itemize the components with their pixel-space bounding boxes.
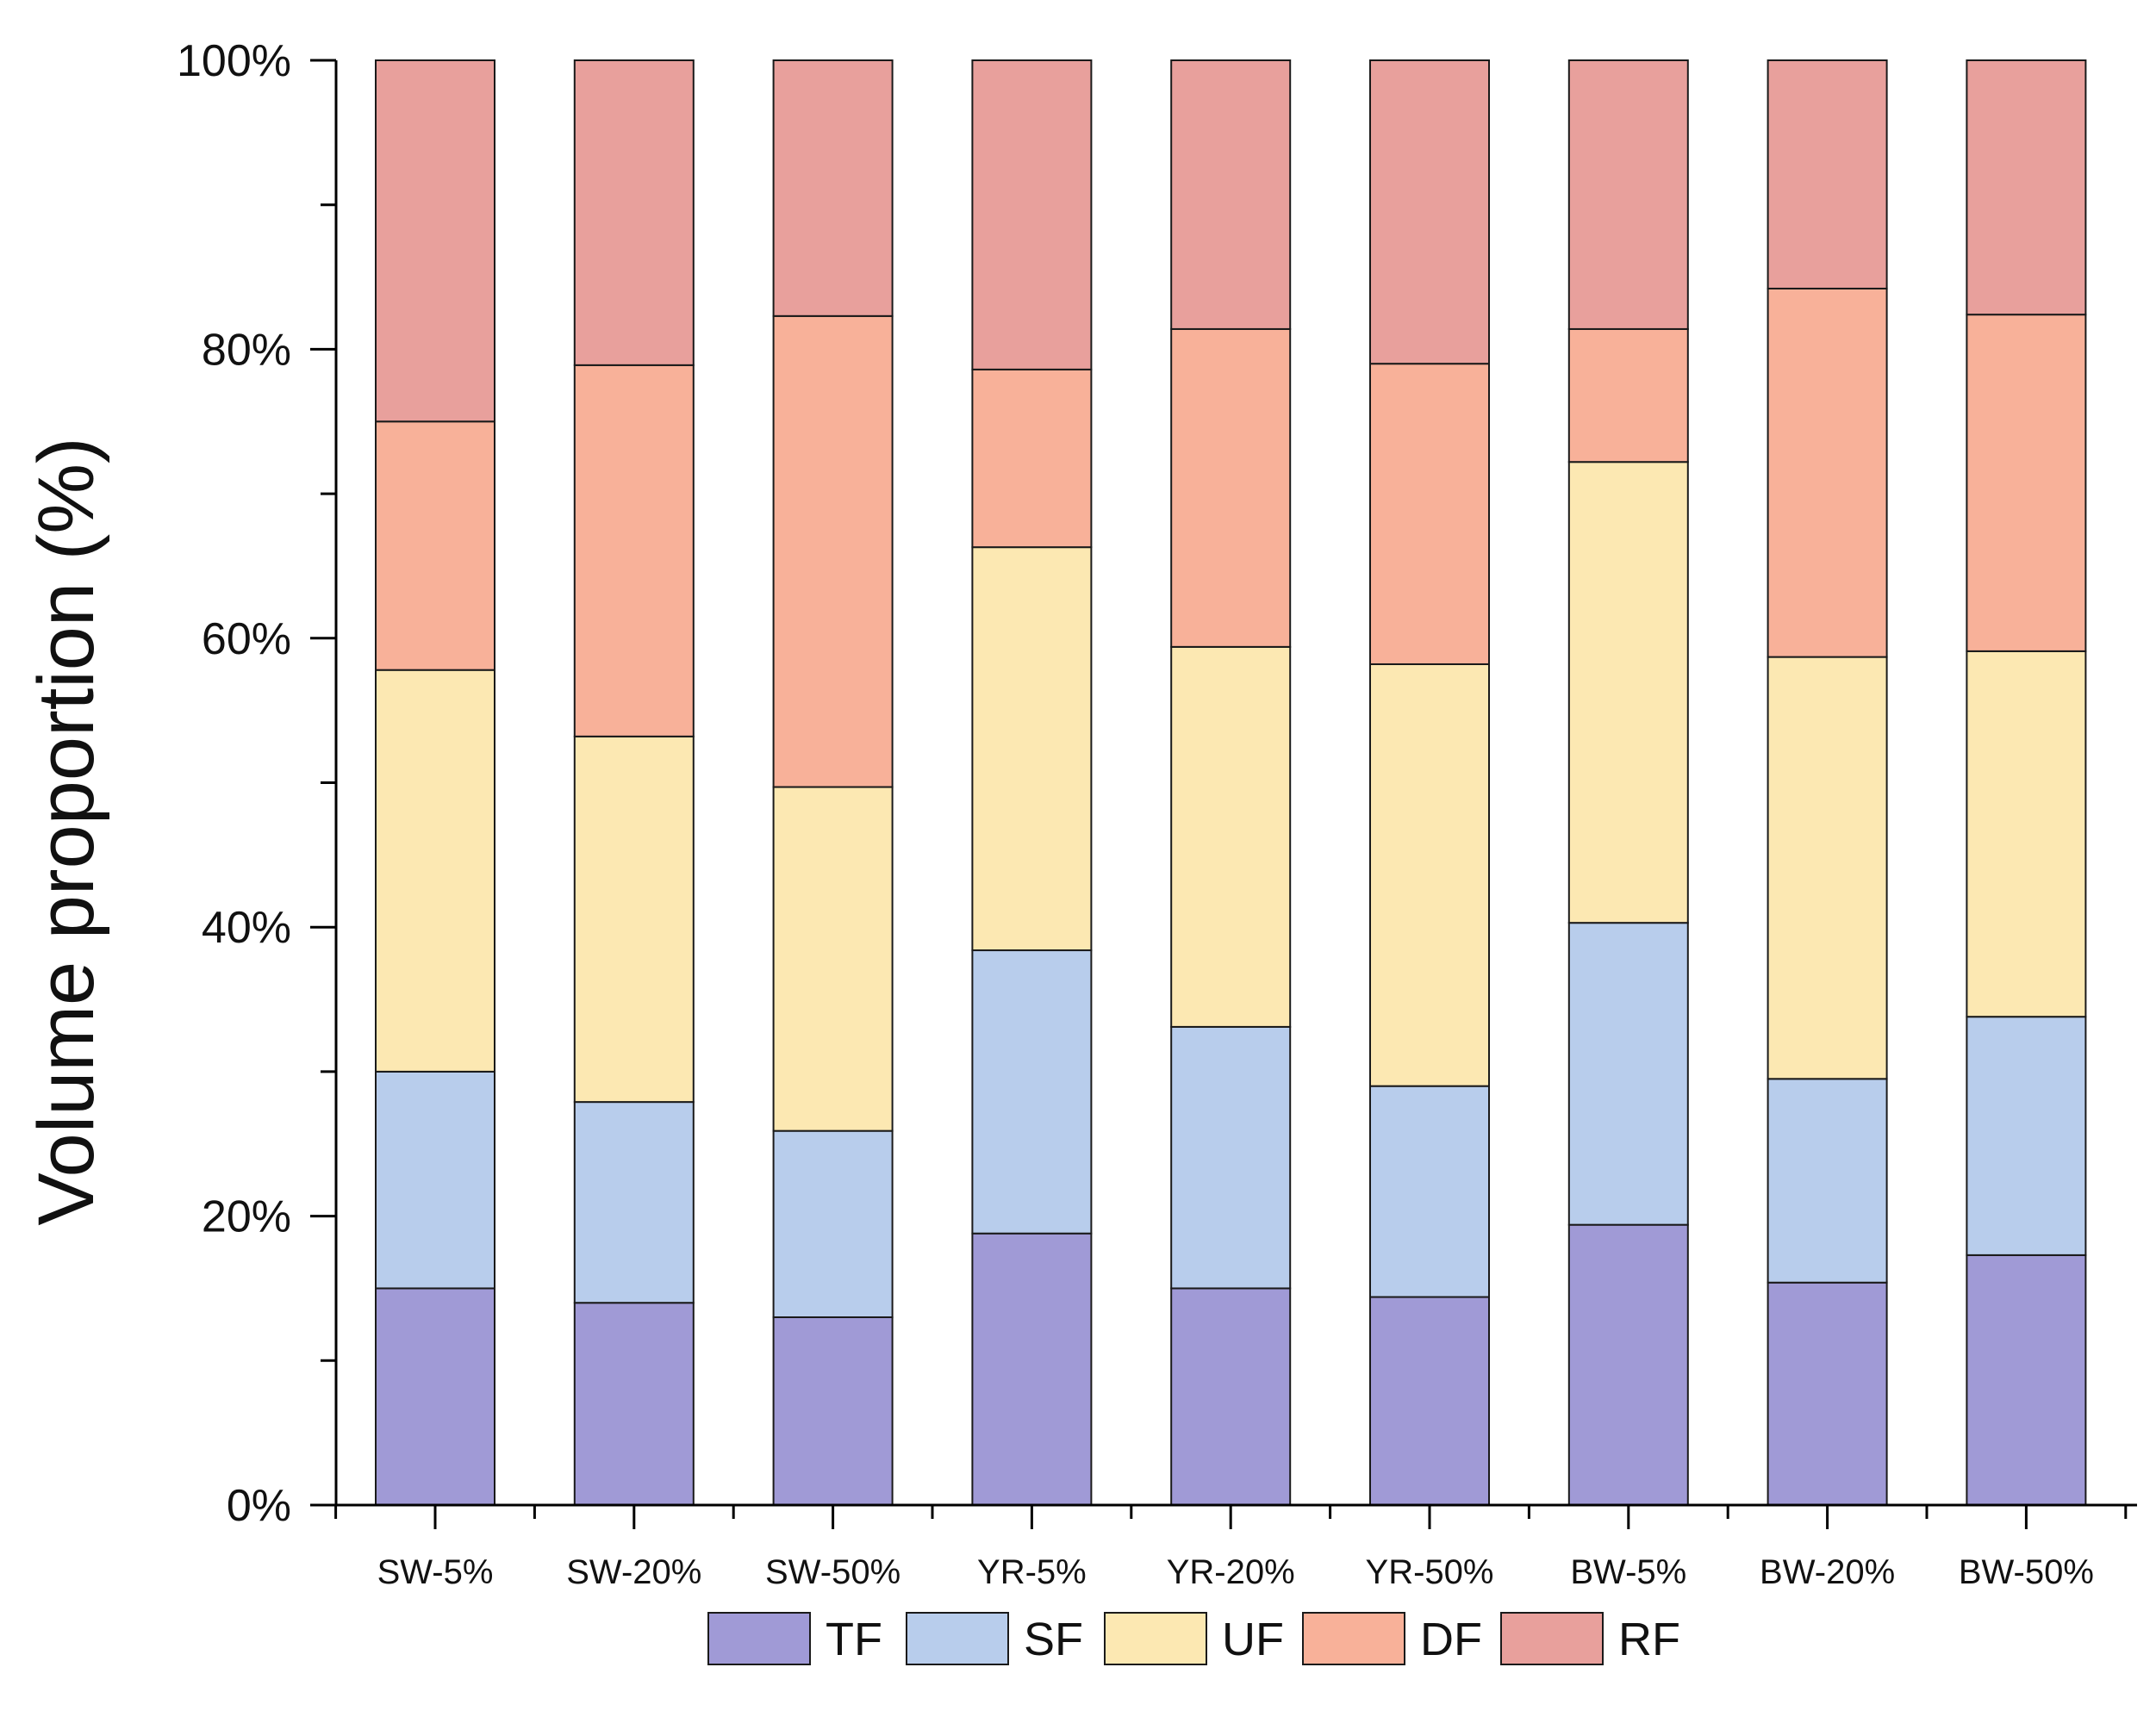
- legend-swatch-tf: [707, 1612, 811, 1665]
- legend: TF SF UF DF RF: [707, 1612, 1680, 1665]
- bar-df-bw-50pct: [1966, 314, 2087, 652]
- bar-uf-sw-20pct: [573, 735, 695, 1104]
- legend-swatch-sf: [906, 1612, 1009, 1665]
- bar-uf-sw-5pct: [375, 669, 495, 1073]
- x-tick-label: YR-5%: [977, 1553, 1087, 1591]
- legend-swatch-df: [1302, 1612, 1405, 1665]
- x-tick-label: YR-20%: [1167, 1553, 1295, 1591]
- bar-uf-yr-5pct: [971, 546, 1093, 952]
- bar-df-bw-20pct: [1767, 287, 1888, 658]
- bar-tf-yr-20pct: [1170, 1287, 1292, 1506]
- bar-tf-sw-50pct: [772, 1316, 894, 1506]
- y-tick-label: 40%: [202, 903, 291, 953]
- x-tick-label: SW-20%: [566, 1553, 701, 1591]
- bar-tf-bw-50pct: [1966, 1254, 2087, 1507]
- bar-tf-sw-20pct: [573, 1302, 695, 1506]
- legend-label-sf: SF: [1024, 1614, 1083, 1665]
- y-tick-label: 100%: [177, 36, 291, 86]
- bar-rf-sw-50pct: [772, 59, 894, 317]
- bar-sf-sw-20pct: [573, 1101, 695, 1304]
- bar-uf-bw-5pct: [1567, 461, 1689, 924]
- bar-df-sw-20pct: [573, 364, 695, 737]
- bar-uf-sw-50pct: [772, 786, 894, 1132]
- bar-tf-bw-20pct: [1767, 1281, 1888, 1506]
- bar-sf-yr-50pct: [1369, 1085, 1490, 1298]
- legend-label-df: DF: [1420, 1614, 1482, 1665]
- bar-rf-sw-5pct: [375, 59, 495, 423]
- bar-tf-yr-5pct: [971, 1232, 1093, 1506]
- x-tick-label: SW-5%: [377, 1553, 494, 1591]
- y-tick-label: 20%: [202, 1192, 291, 1242]
- bar-rf-yr-5pct: [971, 59, 1093, 370]
- bar-tf-sw-5pct: [375, 1287, 495, 1506]
- x-tick-label: BW-20%: [1760, 1553, 1895, 1591]
- y-axis-title: Volume proportion (%): [22, 437, 110, 1225]
- x-tick-label: YR-50%: [1366, 1553, 1494, 1591]
- bar-rf-yr-50pct: [1369, 59, 1490, 365]
- bar-tf-bw-5pct: [1567, 1223, 1689, 1506]
- bar-sf-yr-5pct: [971, 949, 1093, 1235]
- legend-label-tf: TF: [826, 1614, 882, 1665]
- x-tick-label: BW-50%: [1959, 1553, 2094, 1591]
- bar-df-yr-20pct: [1170, 327, 1292, 648]
- bar-sf-sw-5pct: [375, 1070, 495, 1290]
- x-tick-label: BW-5%: [1570, 1553, 1686, 1591]
- bar-df-yr-5pct: [971, 368, 1093, 549]
- bar-df-sw-50pct: [772, 314, 894, 788]
- bar-sf-sw-50pct: [772, 1129, 894, 1318]
- bar-df-sw-5pct: [375, 420, 495, 671]
- legend-swatch-rf: [1500, 1612, 1604, 1665]
- bars-group: [375, 59, 2087, 1507]
- bar-rf-yr-20pct: [1170, 59, 1292, 330]
- y-tick-label: 60%: [202, 614, 291, 664]
- x-tick-label: SW-50%: [765, 1553, 900, 1591]
- bar-sf-bw-5pct: [1567, 922, 1689, 1226]
- y-tick-label: 80%: [202, 325, 291, 375]
- legend-swatch-uf: [1104, 1612, 1207, 1665]
- bar-rf-sw-20pct: [573, 59, 695, 366]
- bar-tf-yr-50pct: [1369, 1296, 1490, 1506]
- bar-uf-bw-20pct: [1767, 656, 1888, 1080]
- bar-sf-bw-50pct: [1966, 1016, 2087, 1256]
- bar-rf-bw-50pct: [1966, 59, 2087, 316]
- bar-uf-yr-50pct: [1369, 663, 1490, 1087]
- bar-rf-bw-20pct: [1767, 59, 1888, 289]
- bar-rf-bw-5pct: [1567, 59, 1689, 330]
- bar-df-bw-5pct: [1567, 327, 1689, 463]
- y-tick-label: 0%: [227, 1481, 291, 1531]
- bar-sf-bw-20pct: [1767, 1078, 1888, 1284]
- bar-uf-bw-50pct: [1966, 650, 2087, 1018]
- legend-label-uf: UF: [1222, 1614, 1284, 1665]
- axes-group: 0% 20% 40% 60% 80% 100% SW-5% SW-20% SW-50% YR-5%…: [177, 36, 2137, 1591]
- bar-df-yr-50pct: [1369, 363, 1490, 665]
- bar-uf-yr-20pct: [1170, 645, 1292, 1028]
- legend-label-rf: RF: [1618, 1614, 1680, 1665]
- bar-sf-yr-20pct: [1170, 1025, 1292, 1290]
